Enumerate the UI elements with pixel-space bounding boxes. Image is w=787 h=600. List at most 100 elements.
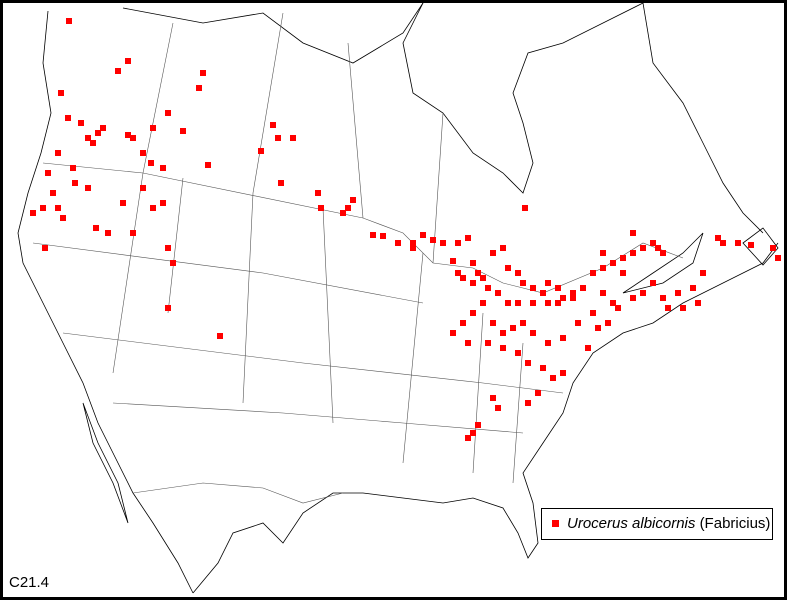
occurrence-point xyxy=(575,320,581,326)
occurrence-points xyxy=(30,18,781,441)
occurrence-point xyxy=(217,333,223,339)
occurrence-point xyxy=(605,320,611,326)
occurrence-point xyxy=(715,235,721,241)
occurrence-point xyxy=(520,320,526,326)
occurrence-point xyxy=(620,270,626,276)
occurrence-point xyxy=(720,240,726,246)
occurrence-point xyxy=(470,280,476,286)
occurrence-point xyxy=(85,185,91,191)
occurrence-point xyxy=(180,128,186,134)
occurrence-point xyxy=(500,245,506,251)
occurrence-point xyxy=(640,290,646,296)
occurrence-point xyxy=(555,300,561,306)
occurrence-point xyxy=(58,90,64,96)
occurrence-point xyxy=(455,270,461,276)
occurrence-point xyxy=(42,245,48,251)
occurrence-point xyxy=(555,285,561,291)
occurrence-point xyxy=(630,295,636,301)
occurrence-point xyxy=(120,200,126,206)
occurrence-point xyxy=(465,435,471,441)
occurrence-point xyxy=(85,135,91,141)
occurrence-point xyxy=(410,245,416,251)
occurrence-point xyxy=(630,230,636,236)
occurrence-point xyxy=(545,300,551,306)
occurrence-point xyxy=(505,300,511,306)
occurrence-point xyxy=(150,125,156,131)
occurrence-point xyxy=(515,350,521,356)
occurrence-point xyxy=(495,405,501,411)
occurrence-point xyxy=(690,285,696,291)
occurrence-point xyxy=(775,255,781,261)
occurrence-point xyxy=(315,190,321,196)
occurrence-point xyxy=(735,240,741,246)
occurrence-point xyxy=(515,300,521,306)
occurrence-point xyxy=(465,340,471,346)
occurrence-point xyxy=(560,295,566,301)
occurrence-point xyxy=(695,300,701,306)
occurrence-point xyxy=(72,180,78,186)
occurrence-point xyxy=(440,240,446,246)
occurrence-point xyxy=(700,270,706,276)
occurrence-point xyxy=(140,185,146,191)
occurrence-point xyxy=(490,250,496,256)
occurrence-point xyxy=(515,270,521,276)
occurrence-point xyxy=(460,275,466,281)
occurrence-point xyxy=(595,325,601,331)
occurrence-point xyxy=(70,165,76,171)
occurrence-point xyxy=(570,295,576,301)
occurrence-point xyxy=(560,370,566,376)
occurrence-point xyxy=(570,290,576,296)
occurrence-point xyxy=(675,290,681,296)
occurrence-point xyxy=(530,300,536,306)
occurrence-point xyxy=(630,250,636,256)
occurrence-point xyxy=(455,240,461,246)
occurrence-point xyxy=(290,135,296,141)
occurrence-point xyxy=(495,290,501,296)
occurrence-point xyxy=(550,375,556,381)
occurrence-point xyxy=(510,325,516,331)
occurrence-point xyxy=(170,260,176,266)
map-label: C21.4 xyxy=(9,574,50,591)
occurrence-point xyxy=(660,295,666,301)
occurrence-point xyxy=(610,300,616,306)
occurrence-point xyxy=(748,242,754,248)
occurrence-point xyxy=(610,260,616,266)
occurrence-point xyxy=(370,232,376,238)
occurrence-point xyxy=(200,70,206,76)
occurrence-point xyxy=(196,85,202,91)
occurrence-point xyxy=(165,305,171,311)
occurrence-point xyxy=(660,250,666,256)
occurrence-point xyxy=(318,205,324,211)
occurrence-point xyxy=(150,205,156,211)
occurrence-point xyxy=(105,230,111,236)
occurrence-point xyxy=(160,200,166,206)
occurrence-point xyxy=(93,225,99,231)
occurrence-point xyxy=(620,255,626,261)
occurrence-point xyxy=(78,120,84,126)
occurrence-point xyxy=(680,305,686,311)
occurrence-point xyxy=(600,290,606,296)
occurrence-point xyxy=(55,150,61,156)
occurrence-point xyxy=(205,162,211,168)
occurrence-point xyxy=(470,430,476,436)
occurrence-point xyxy=(465,235,471,241)
occurrence-point xyxy=(95,130,101,136)
occurrence-point xyxy=(485,340,491,346)
occurrence-point xyxy=(585,345,591,351)
occurrence-point xyxy=(125,58,131,64)
occurrence-point xyxy=(535,390,541,396)
occurrence-point xyxy=(395,240,401,246)
occurrence-point xyxy=(450,330,456,336)
occurrence-point xyxy=(580,285,586,291)
occurrence-point xyxy=(590,270,596,276)
occurrence-point xyxy=(475,270,481,276)
map xyxy=(17,3,781,594)
occurrence-point xyxy=(165,110,171,116)
occurrence-point xyxy=(540,290,546,296)
occurrence-point xyxy=(475,422,481,428)
occurrence-point xyxy=(470,310,476,316)
occurrence-point xyxy=(650,280,656,286)
occurrence-point xyxy=(450,258,456,264)
occurrence-point xyxy=(270,122,276,128)
occurrence-point xyxy=(278,180,284,186)
